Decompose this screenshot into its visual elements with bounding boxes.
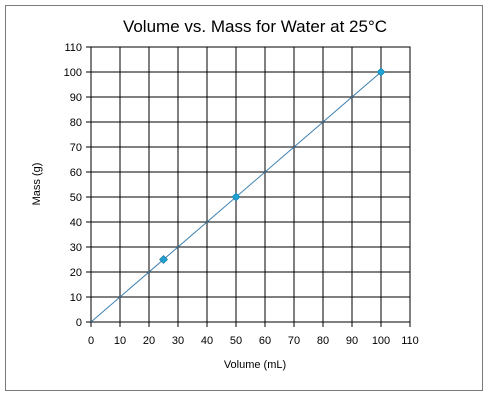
x-tick-label: 90: [346, 335, 358, 347]
y-tick-label: 80: [70, 117, 82, 129]
x-tick-label: 110: [401, 335, 419, 347]
chart-frame: [5, 5, 483, 391]
chart-title: Volume vs. Mass for Water at 25°C: [123, 17, 387, 36]
grid-layer: [90, 46, 411, 323]
y-tick-label: 60: [70, 167, 82, 179]
data-point-marker: [376, 67, 386, 77]
x-tick-label: 20: [143, 335, 155, 347]
x-tick-label: 100: [372, 335, 390, 347]
y-tick-label: 10: [70, 292, 82, 304]
y-tick-label: 40: [70, 217, 82, 229]
series-layer: [90, 67, 386, 323]
x-tick-label: 70: [288, 335, 300, 347]
y-tick-label: 70: [70, 142, 82, 154]
x-tick-label: 0: [88, 335, 94, 347]
y-tick-label: 0: [76, 317, 82, 329]
x-tick-label: 10: [114, 335, 126, 347]
x-tick-label: 40: [201, 335, 213, 347]
x-tick-label: 30: [172, 335, 184, 347]
x-axis-label: Volume (mL): [224, 359, 286, 371]
plot-area-border: [90, 46, 411, 323]
data-point-marker: [159, 255, 168, 264]
y-tick-label: 100: [64, 67, 82, 79]
y-tick-label: 50: [70, 192, 82, 204]
x-tick-label: 80: [317, 335, 329, 347]
y-tick-label: 20: [70, 267, 82, 279]
y-tick-label: 30: [70, 242, 82, 254]
x-tick-label: 50: [230, 335, 242, 347]
y-axis-label: Mass (g): [31, 163, 43, 206]
x-tick-label: 60: [259, 335, 271, 347]
y-tick-label: 110: [64, 42, 82, 54]
y-tick-label: 90: [70, 92, 82, 104]
data-point-marker: [231, 192, 241, 202]
tick-layer: 0 10 20 30 40 50 60 70 80 90 100 110 0 10 20 30 40 50 60 70…: [64, 42, 419, 347]
